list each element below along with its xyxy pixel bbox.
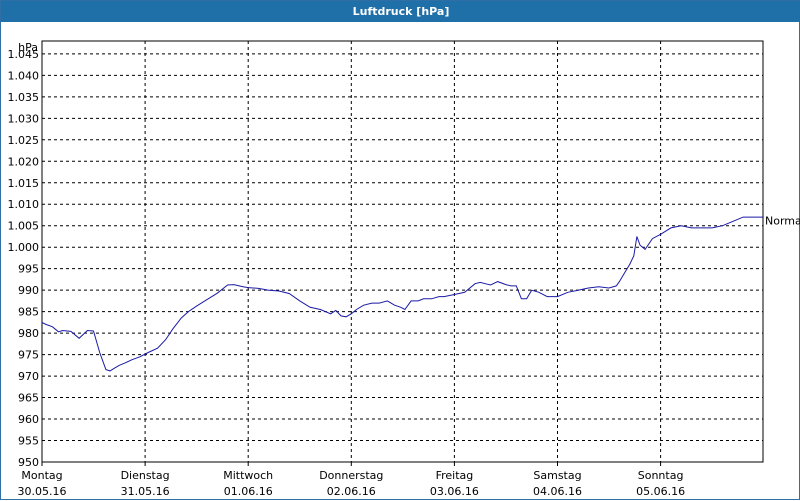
x-tick-date-label: 30.05.16 — [18, 485, 67, 498]
x-tick-date-label: 03.06.16 — [430, 485, 479, 498]
y-tick-label: 1.040 — [8, 69, 40, 82]
y-tick-label: 950 — [18, 456, 39, 469]
y-tick-label: 1.010 — [8, 198, 40, 211]
x-tick-day-label: Dienstag — [121, 469, 170, 482]
x-tick-date-label: 31.05.16 — [121, 485, 170, 498]
y-tick-label: 1.015 — [8, 177, 40, 190]
x-tick-date-label: 04.06.16 — [533, 485, 582, 498]
x-tick-date-label: 02.06.16 — [327, 485, 376, 498]
y-tick-label: 1.005 — [8, 220, 40, 233]
y-tick-label: 995 — [18, 263, 39, 276]
y-tick-label: 965 — [18, 392, 39, 405]
y-tick-label: 1.020 — [8, 155, 40, 168]
y-axis-label: hPa — [18, 41, 38, 54]
x-tick-day-label: Samstag — [533, 469, 581, 482]
x-tick-day-label: Montag — [21, 469, 62, 482]
x-tick-date-label: 01.06.16 — [224, 485, 273, 498]
y-tick-label: 1.045 — [8, 48, 40, 61]
x-tick-day-label: Sonntag — [638, 469, 684, 482]
x-tick-date-label: 05.06.16 — [636, 485, 685, 498]
y-tick-label: 960 — [18, 413, 39, 426]
x-tick-day-label: Mittwoch — [223, 469, 273, 482]
y-tick-label: 1.025 — [8, 134, 40, 147]
plot-border — [41, 40, 764, 463]
plot-area — [42, 41, 763, 462]
y-tick-label: 955 — [18, 435, 39, 448]
y-tick-label: 970 — [18, 370, 39, 383]
pressure-series-line — [41, 216, 764, 372]
chart-title: Luftdruck [hPa] — [1, 1, 800, 22]
y-tick-label: 975 — [18, 349, 39, 362]
x-tick-day-label: Donnerstag — [319, 469, 383, 482]
x-tick-day-label: Freitag — [436, 469, 474, 482]
y-tick-label: 1.030 — [8, 112, 40, 125]
y-tick-label: 980 — [18, 327, 39, 340]
reference-label-normal: Normal — [765, 215, 800, 228]
y-tick-label: 1.000 — [8, 241, 40, 254]
y-tick-label: 1.035 — [8, 91, 40, 104]
y-tick-label: 990 — [18, 284, 39, 297]
y-tick-label: 985 — [18, 306, 39, 319]
